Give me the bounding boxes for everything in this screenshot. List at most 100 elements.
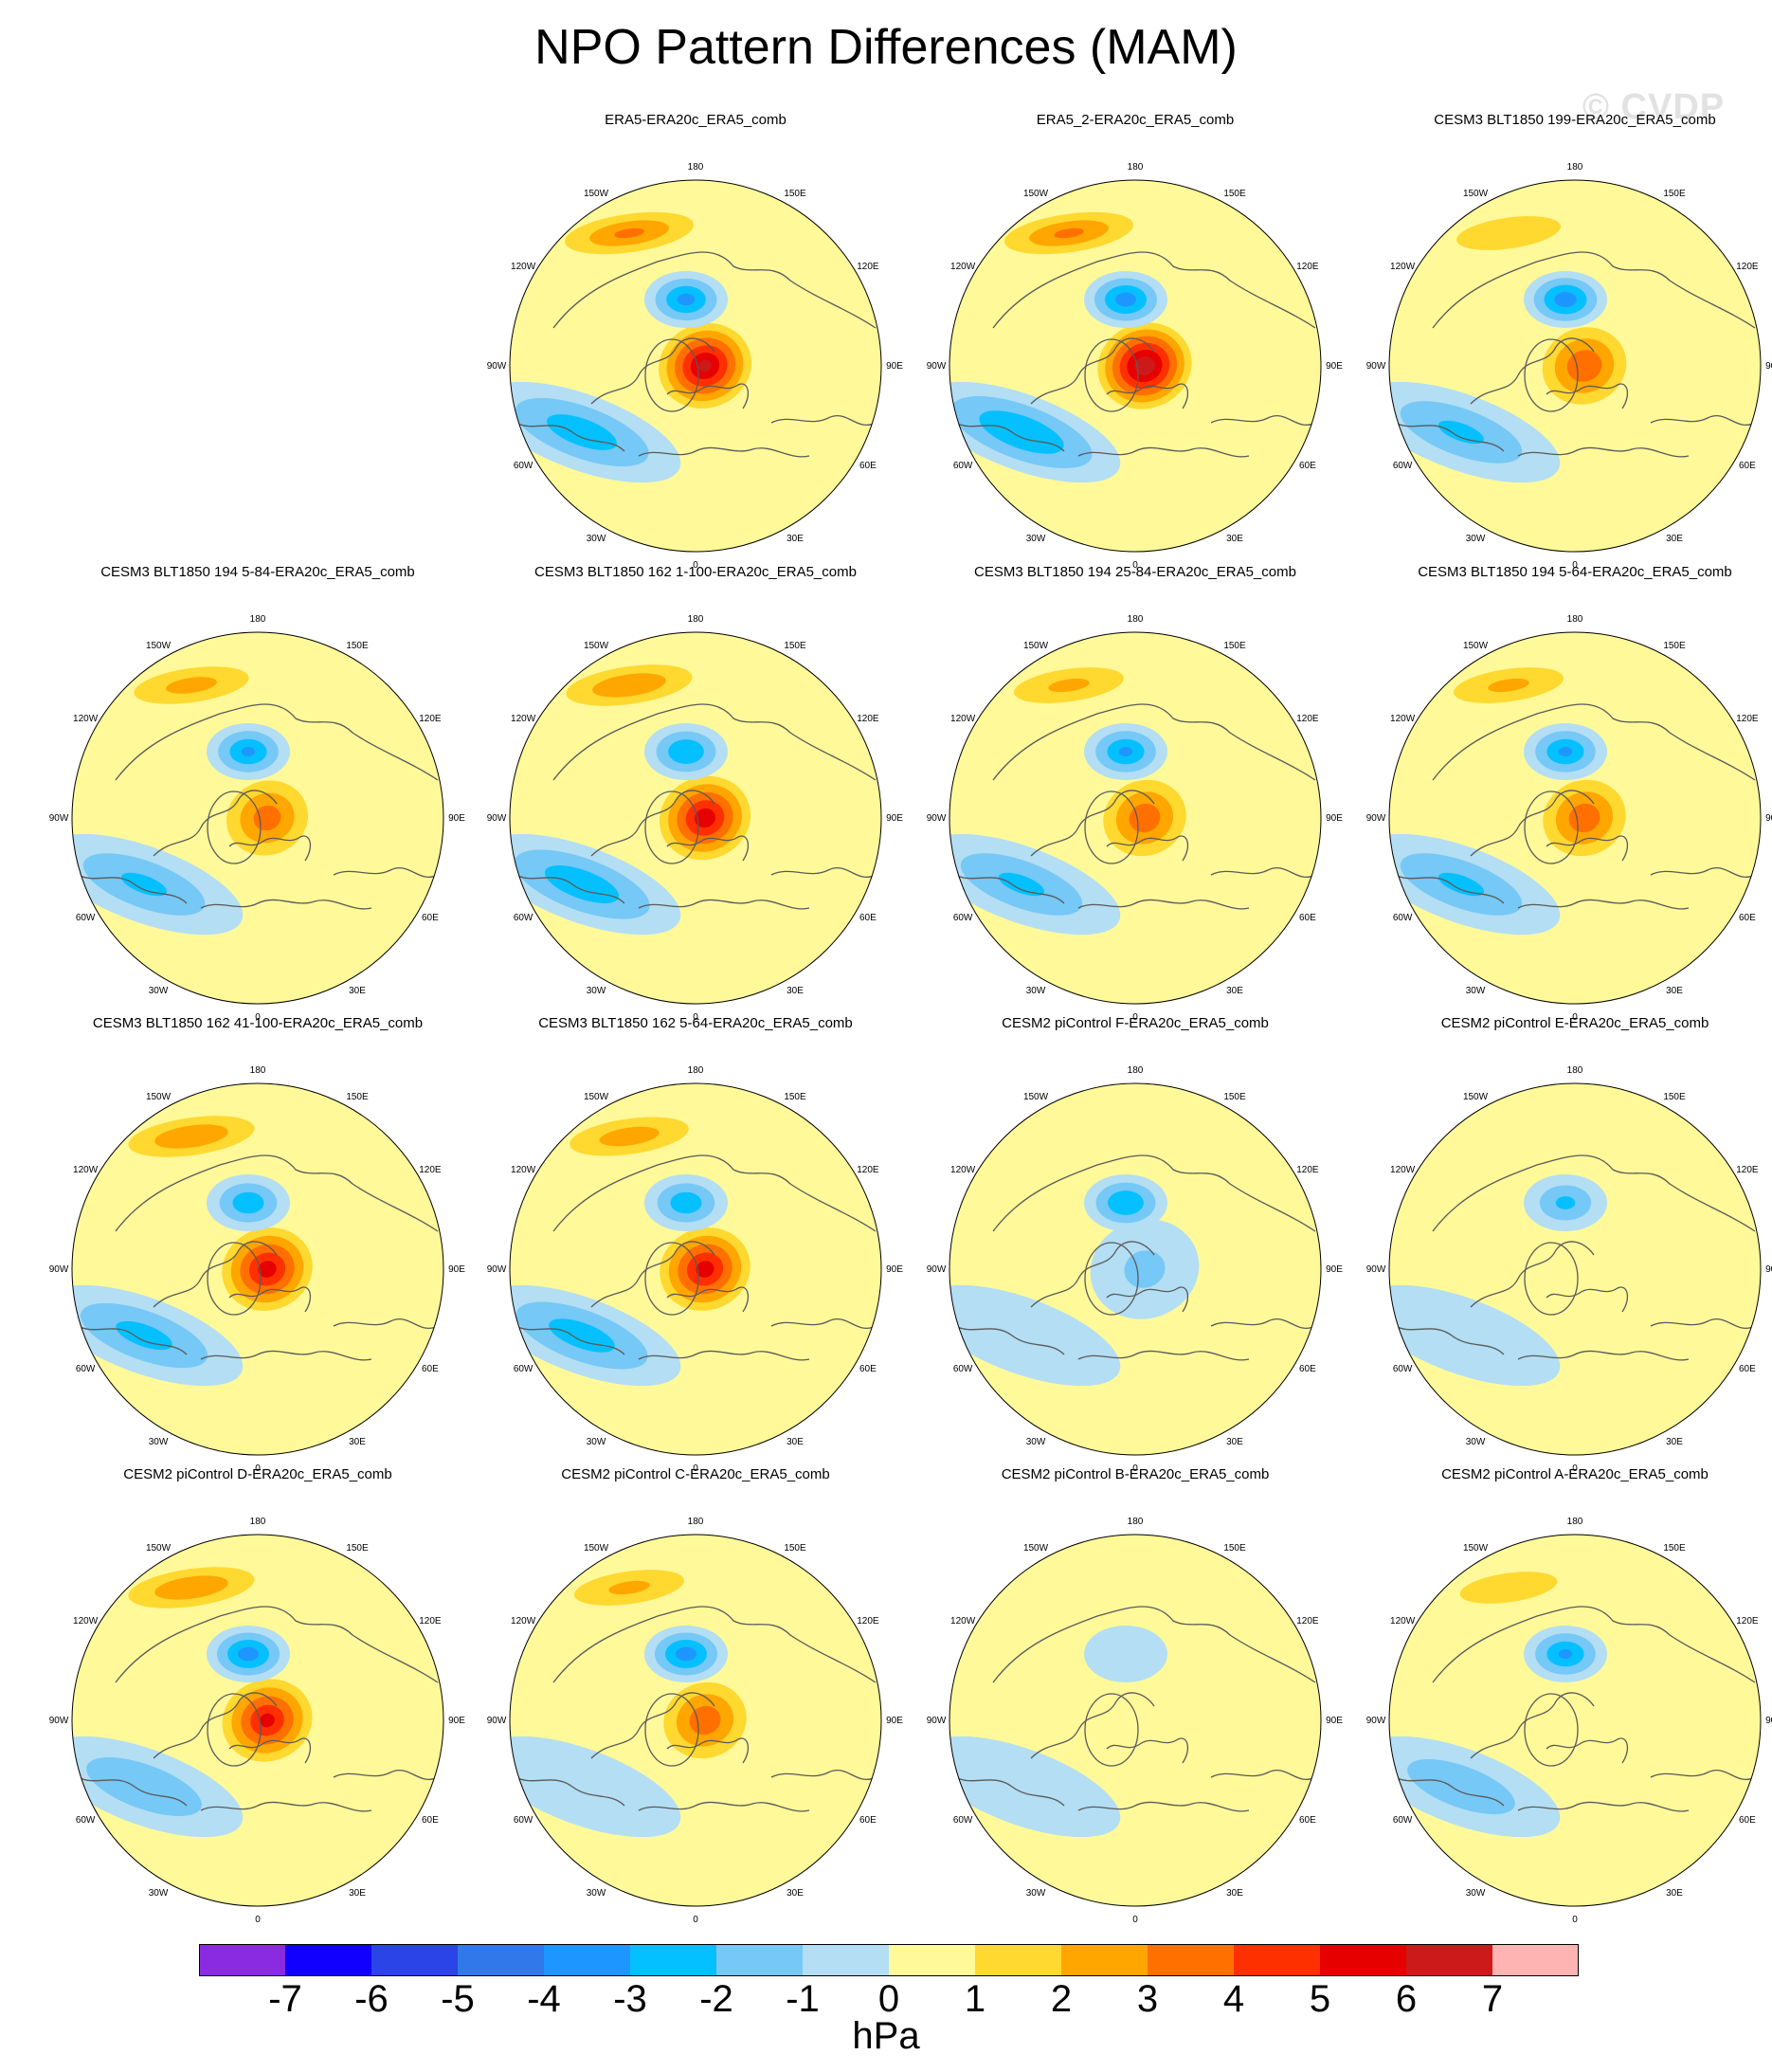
coastline xyxy=(638,1350,810,1361)
lon-label: 60W xyxy=(76,913,96,923)
coastline xyxy=(1394,422,1505,452)
coastlines xyxy=(1394,1606,1756,1812)
greenland-outline xyxy=(644,338,699,412)
lon-label: 30E xyxy=(1226,534,1243,544)
coastline xyxy=(1432,251,1756,329)
map-border xyxy=(1388,1082,1762,1456)
lon-label: 60E xyxy=(859,1815,877,1826)
panel-title: CESM3 BLT1850 162 1-100-ERA20c_ERA5_comb xyxy=(534,564,857,580)
colorbar-swatch xyxy=(285,1944,372,1976)
lon-label: 150E xyxy=(1223,641,1246,651)
coastline xyxy=(1030,1692,1155,1759)
coastline xyxy=(954,1776,1065,1807)
lon-label: 60E xyxy=(1299,913,1316,923)
map-panel: CESM3 BLT1850 194 5-64-ERA20c_ERA5_comb 1… xyxy=(1355,564,1772,1021)
coastline xyxy=(515,874,625,904)
lon-label: 120E xyxy=(1296,1616,1319,1627)
lon-label: 30E xyxy=(1666,1437,1683,1447)
lon-label: 0 xyxy=(255,1915,261,1923)
anomaly-bering-low xyxy=(1524,271,1607,328)
anomaly-pacific-high xyxy=(101,1558,281,1617)
contour-level xyxy=(1437,872,1485,897)
lon-label: 90E xyxy=(1765,361,1772,372)
lon-label: 0 xyxy=(693,1915,698,1923)
contour-level xyxy=(238,1646,259,1662)
lon-label: 120E xyxy=(857,714,879,724)
greenland-outline xyxy=(1524,791,1579,864)
anomaly-atlantic-low xyxy=(949,1736,1121,1838)
greenland-outline xyxy=(207,1693,262,1767)
colorbar-swatch xyxy=(716,1944,804,1976)
lon-label: 0 xyxy=(1572,1463,1578,1472)
lon-label: 120W xyxy=(511,714,536,724)
polar-map: 180 150E 120E 90E 60E 30E 0 30W 60W 90W 120W 150W xyxy=(1366,1517,1772,1923)
contour-level xyxy=(698,359,712,373)
coastline xyxy=(515,1776,625,1807)
panel-title: CESM3 BLT1850 194 5-64-ERA20c_ERA5_comb xyxy=(1418,564,1732,580)
colorbar-tick-label: 6 xyxy=(1395,1978,1418,2020)
coastline xyxy=(1106,835,1189,862)
anomaly-atlantic-low xyxy=(1389,1736,1561,1838)
coastlines xyxy=(954,251,1316,458)
lon-label: 30E xyxy=(787,534,804,544)
colorbar-swatch xyxy=(1320,1944,1407,1976)
lon-label: 180 xyxy=(688,1517,704,1527)
lon-label: 30E xyxy=(1666,986,1683,996)
coastline xyxy=(770,867,877,878)
lon-label: 180 xyxy=(688,1065,704,1076)
coastline xyxy=(638,899,810,910)
contour-level xyxy=(1118,747,1133,756)
coastline xyxy=(1394,874,1505,904)
lon-label: 120E xyxy=(1296,1165,1319,1175)
colorbar-swatch xyxy=(1234,1944,1321,1976)
coastline xyxy=(515,1325,625,1355)
map-border xyxy=(509,1534,882,1907)
lon-label: 30W xyxy=(587,1437,606,1447)
lon-label: 90E xyxy=(1326,361,1343,372)
colorbar-tick-label: 3 xyxy=(1136,1978,1159,2020)
coastline xyxy=(1030,337,1155,405)
lon-label: 120W xyxy=(73,1616,99,1627)
coastline xyxy=(1517,1801,1690,1812)
map-border xyxy=(1388,179,1762,553)
coastline xyxy=(1030,1241,1155,1308)
coastline xyxy=(1106,383,1189,409)
lon-label: 0 xyxy=(1132,1463,1138,1472)
lon-label: 150W xyxy=(584,1543,609,1554)
map-border xyxy=(949,179,1322,553)
lon-label: 180 xyxy=(1128,162,1144,173)
contour-level xyxy=(1558,1649,1573,1659)
lon-label: 120W xyxy=(1390,262,1416,272)
contour-field xyxy=(1389,1083,1761,1455)
coastline xyxy=(954,874,1065,904)
lon-label: 150W xyxy=(1463,641,1489,651)
coastline xyxy=(1210,1318,1316,1329)
contour-field xyxy=(1389,632,1761,1004)
panel-title: CESM3 BLT1850 162 5-64-ERA20c_ERA5_comb xyxy=(538,1015,853,1031)
anomaly-atlantic-low xyxy=(949,381,1121,483)
lon-label: 30W xyxy=(149,1888,169,1899)
polar-map: 180 150E 120E 90E 60E 30E 0 30W 60W 90W 120W 150W xyxy=(927,1065,1344,1472)
coastline xyxy=(333,867,439,878)
anomaly-pacific-high xyxy=(539,656,719,715)
anomaly-bering-low xyxy=(644,1626,728,1682)
colorbar-swatch xyxy=(1406,1944,1493,1976)
lon-label: 180 xyxy=(250,614,266,625)
panel-title: ERA5_2-ERA20c_ERA5_comb xyxy=(1036,112,1235,128)
greenland-outline xyxy=(644,1693,699,1767)
map-border xyxy=(71,631,444,1005)
anomaly-pacific-high xyxy=(539,1558,719,1617)
lon-label: 120E xyxy=(419,714,442,724)
coastline xyxy=(992,251,1316,329)
lon-label: 120E xyxy=(857,1165,879,1175)
lon-label: 60W xyxy=(1393,1364,1413,1374)
lon-label: 150E xyxy=(784,1092,806,1102)
contour-level xyxy=(241,747,256,756)
lon-label: 90E xyxy=(886,1716,903,1726)
lon-label: 60E xyxy=(1299,461,1316,471)
polar-map: 180 150E 120E 90E 60E 30E 0 30W 60W 90W 120W 150W xyxy=(49,1065,466,1472)
lon-label: 150W xyxy=(1463,1092,1489,1102)
lon-label: 120E xyxy=(1296,262,1319,272)
coastline xyxy=(1546,383,1629,409)
map-panel: CESM2 piControl A-ERA20c_ERA5_comb 180 150… xyxy=(1355,1466,1772,1923)
